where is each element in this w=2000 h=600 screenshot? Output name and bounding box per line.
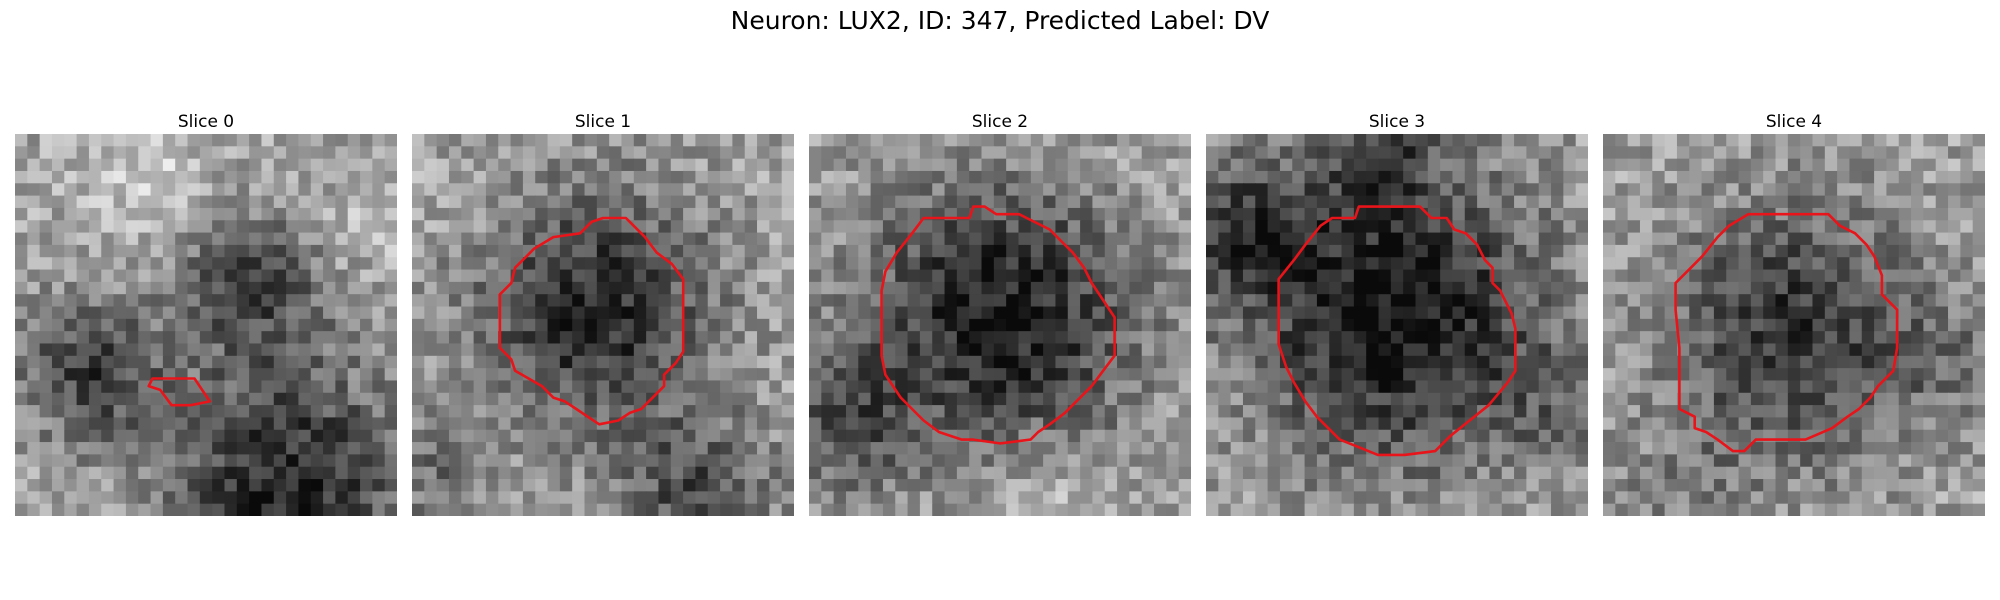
- slice-title: Slice 1: [574, 112, 632, 132]
- roi-contour: [1277, 205, 1517, 457]
- slice-image-3: [1206, 134, 1588, 516]
- roi-contour: [498, 216, 685, 426]
- roi-contour: [880, 205, 1116, 445]
- slice-image-2: [809, 134, 1191, 516]
- slice-title: Slice 3: [1368, 112, 1426, 132]
- slice-title: Slice 4: [1765, 112, 1823, 132]
- roi-contour: [1674, 212, 1899, 453]
- figure-title: Neuron: LUX2, ID: 347, Predicted Label: …: [730, 6, 1270, 35]
- slice-image-4: [1603, 134, 1985, 516]
- slice-image-0: [15, 134, 397, 516]
- slice-image-1: [412, 134, 794, 516]
- roi-contour: [147, 377, 212, 407]
- slice-title: Slice 2: [971, 112, 1029, 132]
- slice-title: Slice 0: [177, 112, 235, 132]
